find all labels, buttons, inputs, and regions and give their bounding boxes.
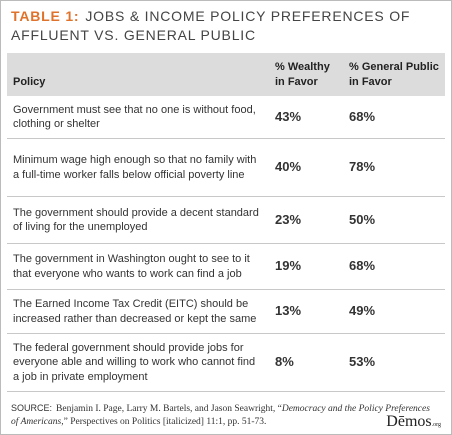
percent-cell: 40% xyxy=(269,138,343,197)
policy-cell: The federal government should provide jo… xyxy=(7,333,269,392)
title-label: TABLE 1: xyxy=(11,8,80,24)
header-row: Policy % Wealthy in Favor % General Publ… xyxy=(7,53,445,96)
table-body: Government must see that no one is witho… xyxy=(7,96,445,392)
percent-cell: 68% xyxy=(343,243,445,290)
policy-cell: Minimum wage high enough so that no fami… xyxy=(7,138,269,197)
percent-cell: 13% xyxy=(269,289,343,334)
source-title: Democracy and the Policy Preferences of … xyxy=(11,404,430,427)
percent-cell: 23% xyxy=(269,196,343,244)
policy-cell: The government should provide a decent s… xyxy=(7,196,269,244)
table-row: The federal government should provide jo… xyxy=(7,333,445,392)
table-row: The Earned Income Tax Credit (EITC) shou… xyxy=(7,289,445,334)
logo-suffix: .org xyxy=(431,422,441,428)
policy-cell: The Earned Income Tax Credit (EITC) shou… xyxy=(7,289,269,334)
percent-cell: 43% xyxy=(269,96,343,139)
table-row: Minimum wage high enough so that no fami… xyxy=(7,138,445,197)
header-cell: Policy xyxy=(7,53,269,96)
table-row: The government in Washington ought to se… xyxy=(7,243,445,290)
title: TABLE 1: JOBS & INCOME POLICY PREFERENCES… xyxy=(11,7,411,45)
table-row: The government should provide a decent s… xyxy=(7,196,445,244)
percent-cell: 68% xyxy=(343,96,445,139)
header-cell: % Wealthy in Favor xyxy=(269,53,343,96)
policy-cell: Government must see that no one is witho… xyxy=(7,96,269,139)
table: Policy % Wealthy in Favor % General Publ… xyxy=(7,53,445,392)
source-label: SOURCE: xyxy=(11,403,53,413)
percent-cell: 53% xyxy=(343,333,445,392)
percent-cell: 50% xyxy=(343,196,445,244)
table-row: Government must see that no one is witho… xyxy=(7,96,445,139)
source: SOURCE: Benjamin I. Page, Larry M. Bartel… xyxy=(11,402,431,429)
percent-cell: 19% xyxy=(269,243,343,290)
percent-cell: 8% xyxy=(269,333,343,392)
logo-text: Dēmos xyxy=(386,413,432,430)
percent-cell: 78% xyxy=(343,138,445,197)
policy-cell: The government in Washington ought to se… xyxy=(7,243,269,290)
source-text: Benjamin I. Page, Larry M. Bartels, and … xyxy=(56,404,282,414)
logo: Dēmos.org xyxy=(386,413,441,431)
header-cell: % General Public in Favor xyxy=(343,53,445,96)
source-rest: ” Perspectives on Politics [italicized] … xyxy=(63,417,267,427)
title-text: JOBS & INCOME POLICY PREFERENCES OF AFFL… xyxy=(11,8,411,43)
percent-cell: 49% xyxy=(343,289,445,334)
